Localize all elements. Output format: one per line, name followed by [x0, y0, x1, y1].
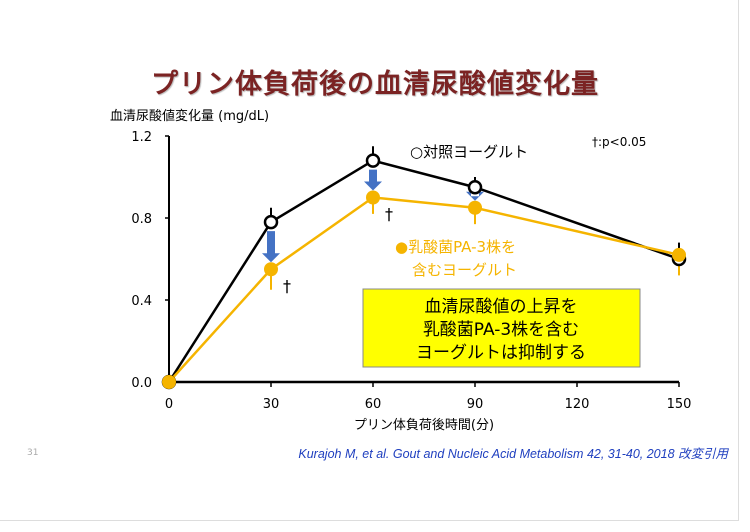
x-tick-label: 150 — [667, 397, 692, 412]
citation: Kurajoh M, et al. Gout and Nucleic Acid … — [298, 447, 728, 461]
significance-note: †:p<0.05 — [592, 135, 646, 149]
x-axis-label: プリン体負荷後時間(分) — [354, 418, 494, 433]
down-arrow-icon — [364, 169, 382, 191]
data-point-yogurt — [468, 200, 482, 215]
legend-yogurt-line1: ●乳酸菌PA-3株を — [395, 238, 516, 256]
page-number: 31 — [27, 448, 39, 458]
legend-yogurt-line2: 含むヨーグルト — [412, 261, 517, 279]
significance-mark: † — [283, 276, 291, 295]
data-point-control — [365, 153, 381, 168]
data-point-yogurt — [672, 247, 686, 262]
slide — [0, 0, 739, 521]
y-tick-label: 0.4 — [131, 294, 152, 309]
x-tick-label: 0 — [165, 397, 173, 412]
data-point-control — [467, 180, 483, 195]
data-point-control — [263, 214, 279, 230]
y-axis-label: 血清尿酸値変化量 (mg/dL) — [110, 108, 269, 124]
callout-text: ヨーグルトは抑制する — [416, 343, 586, 363]
slide-title: プリン体負荷後の血清尿酸値変化量 — [151, 69, 599, 100]
x-tick-label: 30 — [263, 397, 280, 412]
data-point-yogurt — [366, 190, 380, 205]
significance-mark: † — [385, 205, 393, 224]
callout-text: 血清尿酸値の上昇を — [425, 297, 578, 317]
y-tick-label: 0.8 — [131, 212, 152, 227]
down-arrow-icon — [466, 191, 484, 201]
y-tick-label: 1.2 — [131, 130, 152, 145]
callout-text: 乳酸菌PA-3株を含む — [423, 320, 579, 340]
legend-control: ○対照ヨーグルト — [410, 143, 528, 161]
down-arrow-icon — [262, 231, 280, 263]
data-point-yogurt — [162, 375, 176, 389]
x-tick-label: 120 — [565, 397, 590, 412]
x-tick-label: 90 — [467, 397, 484, 412]
callout-box — [362, 288, 641, 368]
data-point-yogurt — [264, 262, 278, 277]
x-tick-label: 60 — [365, 397, 382, 412]
y-tick-label: 0.0 — [131, 376, 152, 391]
